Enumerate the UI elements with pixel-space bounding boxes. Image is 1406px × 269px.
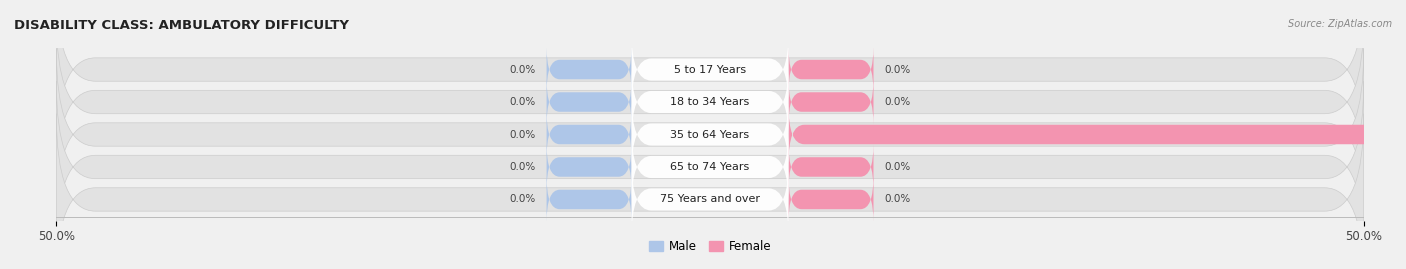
Text: 0.0%: 0.0% (884, 65, 910, 75)
FancyBboxPatch shape (56, 0, 1364, 155)
FancyBboxPatch shape (547, 177, 631, 222)
FancyBboxPatch shape (631, 129, 789, 205)
FancyBboxPatch shape (631, 97, 789, 172)
FancyBboxPatch shape (56, 81, 1364, 253)
Text: 18 to 34 Years: 18 to 34 Years (671, 97, 749, 107)
Text: DISABILITY CLASS: AMBULATORY DIFFICULTY: DISABILITY CLASS: AMBULATORY DIFFICULTY (14, 19, 349, 32)
FancyBboxPatch shape (56, 49, 1364, 220)
FancyBboxPatch shape (547, 47, 631, 92)
Text: 0.0%: 0.0% (510, 97, 536, 107)
FancyBboxPatch shape (547, 112, 631, 157)
Text: 5 to 17 Years: 5 to 17 Years (673, 65, 747, 75)
FancyBboxPatch shape (789, 144, 873, 190)
FancyBboxPatch shape (56, 16, 1364, 188)
Text: 35 to 64 Years: 35 to 64 Years (671, 129, 749, 140)
FancyBboxPatch shape (631, 32, 789, 107)
FancyBboxPatch shape (547, 144, 631, 190)
Text: 65 to 74 Years: 65 to 74 Years (671, 162, 749, 172)
FancyBboxPatch shape (631, 64, 789, 140)
Text: 0.0%: 0.0% (884, 194, 910, 204)
Text: 0.0%: 0.0% (510, 129, 536, 140)
FancyBboxPatch shape (631, 162, 789, 237)
FancyBboxPatch shape (56, 114, 1364, 269)
Text: 0.0%: 0.0% (510, 65, 536, 75)
Legend: Male, Female: Male, Female (644, 235, 776, 258)
FancyBboxPatch shape (547, 79, 631, 125)
Text: 0.0%: 0.0% (510, 194, 536, 204)
FancyBboxPatch shape (789, 177, 873, 222)
Text: 0.0%: 0.0% (510, 162, 536, 172)
Text: Source: ZipAtlas.com: Source: ZipAtlas.com (1288, 19, 1392, 29)
Text: 0.0%: 0.0% (884, 162, 910, 172)
Text: 75 Years and over: 75 Years and over (659, 194, 761, 204)
FancyBboxPatch shape (789, 105, 1405, 164)
FancyBboxPatch shape (789, 79, 873, 125)
Text: 0.0%: 0.0% (884, 97, 910, 107)
FancyBboxPatch shape (789, 47, 873, 92)
